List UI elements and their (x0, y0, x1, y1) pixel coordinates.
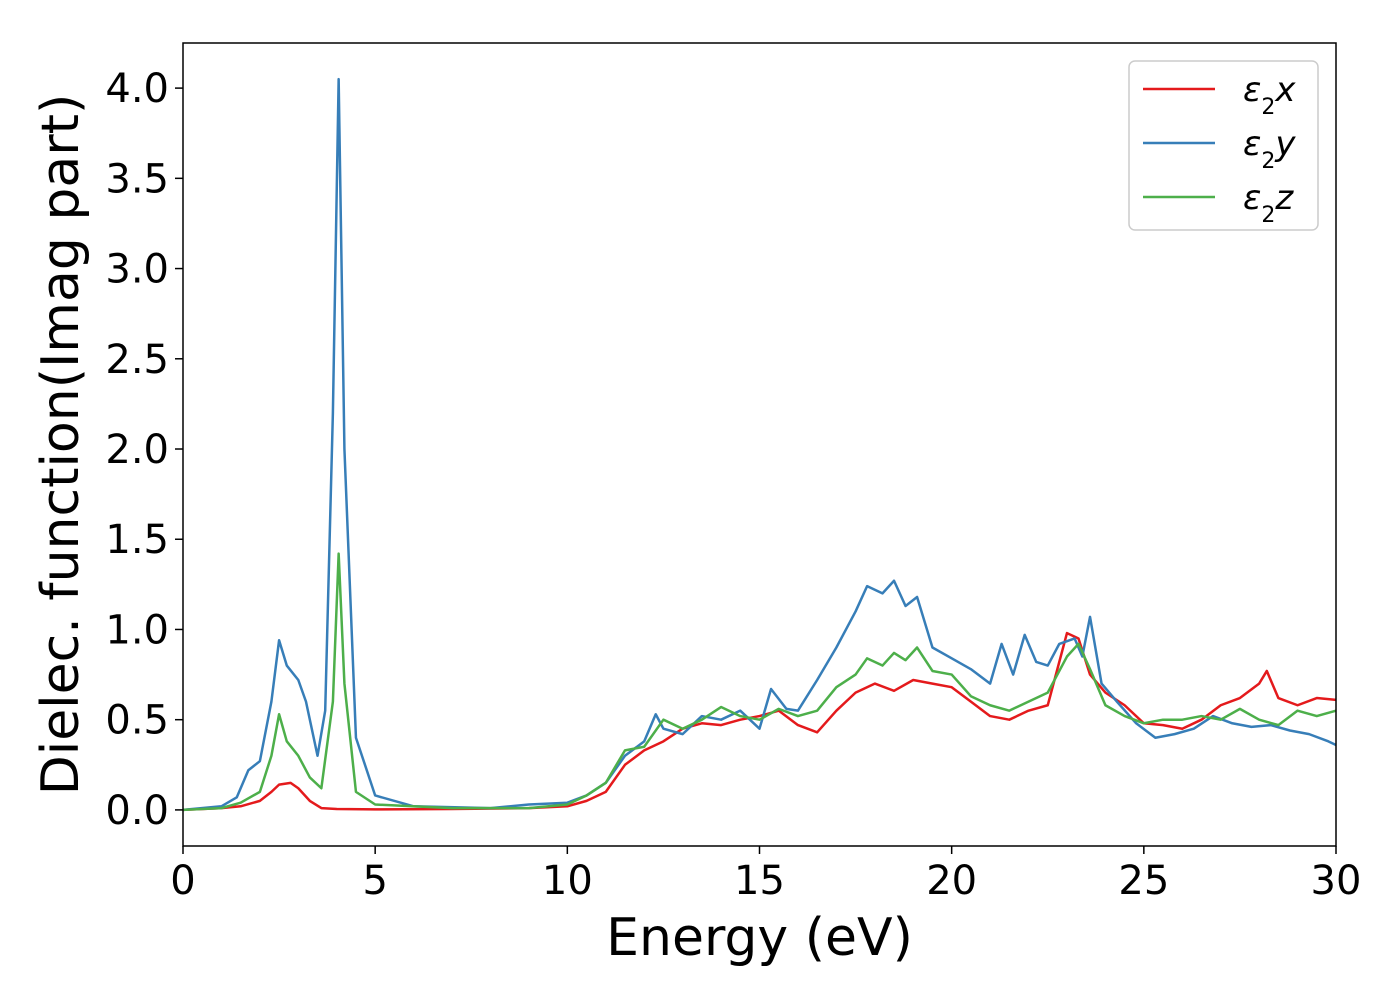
y-axis-title: Dielec. function(Imag part) (31, 94, 91, 796)
y-tick-label: 2.5 (105, 337, 169, 383)
legend-label-y: ε2y (1243, 124, 1296, 174)
x-tick-label: 5 (362, 858, 387, 904)
y-tick-label: 3.0 (105, 247, 169, 293)
y-tick-label: 0.5 (105, 698, 169, 744)
series-line-y (182, 77, 1337, 812)
legend-box (1128, 60, 1319, 231)
series-line-z (182, 552, 1337, 812)
legend-label-x: ε2x (1243, 70, 1296, 120)
legend-label-z: ε2z (1243, 178, 1294, 228)
x-tick-label: 25 (1118, 858, 1169, 904)
y-tick-label: 4.0 (105, 66, 169, 112)
x-axis-title: Energy (eV) (606, 908, 913, 968)
x-axis: 0 5 10 15 20 25 30 (170, 846, 1361, 904)
y-tick-label: 2.0 (105, 427, 169, 473)
y-axis: 0.0 0.5 1.0 1.5 2.0 2.5 3.0 3.5 4.0 (105, 66, 183, 834)
y-tick-label: 1.0 (105, 607, 169, 653)
x-tick-label: 30 (1311, 858, 1362, 904)
x-tick-label: 0 (170, 858, 195, 904)
series-line-x (182, 631, 1337, 812)
x-tick-label: 20 (926, 858, 977, 904)
y-tick-label: 0.0 (105, 788, 169, 834)
x-tick-label: 15 (734, 858, 785, 904)
y-tick-label: 1.5 (105, 517, 169, 563)
series-layer (182, 77, 1337, 812)
y-tick-label: 3.5 (105, 156, 169, 202)
x-tick-label: 10 (542, 858, 593, 904)
